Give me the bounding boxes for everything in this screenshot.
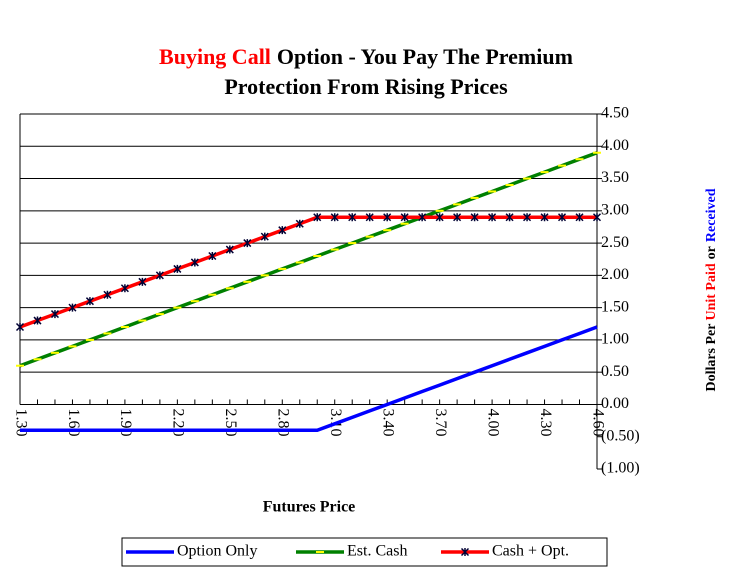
y-tick-label: 1.50 xyxy=(601,298,629,315)
y-tick-label: 0.00 xyxy=(601,395,629,412)
y-tick-label: 2.00 xyxy=(601,266,629,283)
x-tick-label: 3.70 xyxy=(432,408,449,436)
title-run: Buying Call xyxy=(159,44,271,69)
y-label-run: Received xyxy=(704,188,719,242)
x-tick-label: 4.00 xyxy=(484,408,501,436)
y-tick-label: 3.00 xyxy=(601,201,629,218)
marker xyxy=(15,322,25,332)
series-line xyxy=(19,215,597,329)
marker xyxy=(295,219,304,228)
marker xyxy=(243,239,252,248)
marker xyxy=(488,213,497,222)
y-tick-label: (1.00) xyxy=(601,460,640,477)
marker xyxy=(540,213,549,222)
x-tick-label: 3.40 xyxy=(380,408,397,436)
y-tick-label: 4.50 xyxy=(601,105,629,122)
chart-subtitle: Protection From Rising Prices xyxy=(224,74,508,99)
marker xyxy=(505,213,514,222)
x-tick-label: 4.60 xyxy=(589,408,606,436)
marker xyxy=(365,213,374,222)
marker xyxy=(453,213,462,222)
marker xyxy=(557,213,567,222)
marker xyxy=(330,213,339,222)
marker xyxy=(592,213,602,222)
marker xyxy=(313,213,322,222)
series-line xyxy=(20,325,598,433)
marker xyxy=(260,232,269,241)
legend-marker xyxy=(460,547,470,557)
marker xyxy=(470,213,479,222)
marker xyxy=(173,264,182,273)
marker xyxy=(103,290,112,299)
y-tick-label: 0.50 xyxy=(601,363,629,380)
marker xyxy=(348,213,357,222)
x-tick-label: 4.30 xyxy=(537,408,554,436)
y-label-run: Dollars Per xyxy=(704,324,719,392)
x-tick-label: 1.60 xyxy=(65,408,82,436)
x-tick-label: 1.30 xyxy=(12,408,29,436)
marker xyxy=(138,277,147,286)
legend: Option Only Est. Cash Cash + Opt. xyxy=(121,537,608,567)
x-axis-label: Futures Price xyxy=(263,499,356,516)
y-tick-label: 4.00 xyxy=(601,137,629,154)
y-tick-label: 2.50 xyxy=(601,234,629,251)
marker xyxy=(208,251,217,261)
marker xyxy=(418,213,427,222)
title-run: Option - You Pay The Premium xyxy=(277,44,573,69)
marker xyxy=(225,245,234,254)
marker xyxy=(190,258,199,267)
marker xyxy=(85,297,94,306)
marker xyxy=(33,316,42,325)
legend-label: Option Only xyxy=(177,543,257,560)
y-label-run: or xyxy=(704,246,719,259)
chart-title: Buying Call Option - You Pay The Premium xyxy=(159,44,573,69)
marker xyxy=(523,213,532,222)
y-tick-label: 3.50 xyxy=(601,169,629,186)
marker xyxy=(120,284,129,293)
legend-label: Est. Cash xyxy=(347,543,407,560)
marker xyxy=(435,213,444,222)
y-tick-label: 1.00 xyxy=(601,331,629,348)
marker xyxy=(155,271,164,280)
y-label-run: Unit Paid xyxy=(704,263,719,320)
marker xyxy=(278,226,287,235)
marker xyxy=(68,303,77,312)
marker xyxy=(400,213,409,222)
marker xyxy=(575,213,584,222)
legend-label: Cash + Opt. xyxy=(492,543,569,560)
x-tick-label: 2.20 xyxy=(170,408,187,436)
x-tick-label: 2.80 xyxy=(275,408,292,436)
y-tick-label: (0.50) xyxy=(601,427,640,444)
marker xyxy=(383,213,392,222)
marker xyxy=(50,310,60,319)
series-line xyxy=(19,151,598,368)
y-axis-label: Dollars Per Unit Paid or Received xyxy=(704,188,719,391)
x-tick-label: 2.50 xyxy=(222,408,239,436)
x-tick-label: 1.90 xyxy=(117,408,134,436)
legend-box xyxy=(121,537,608,567)
